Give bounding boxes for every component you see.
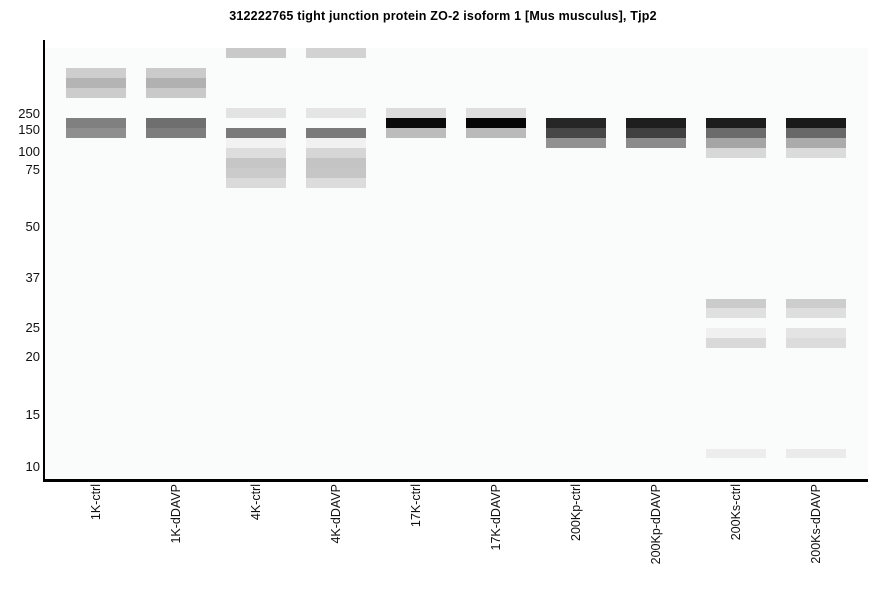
blot-band — [66, 88, 126, 98]
blot-band — [146, 78, 206, 88]
blot-band — [306, 168, 366, 178]
blot-band — [226, 108, 286, 118]
y-tick-label-75: 75 — [25, 162, 40, 177]
blot-band — [386, 118, 446, 128]
y-axis-spine — [43, 40, 45, 482]
chart-title: 312222765 tight junction protein ZO-2 is… — [229, 9, 657, 23]
blot-band — [146, 128, 206, 138]
blot-band — [226, 48, 286, 58]
blot-band — [306, 178, 366, 188]
blot-band — [306, 48, 366, 58]
blot-band — [786, 338, 846, 348]
blot-band — [786, 138, 846, 148]
lane-label-17K-ctrl: 17K-ctrl — [409, 484, 423, 528]
blot-band — [66, 118, 126, 128]
blot-band — [306, 138, 366, 148]
blot-band — [226, 138, 286, 148]
blot-band — [786, 308, 846, 318]
lane-label-4K-dDAVP: 4K-dDAVP — [329, 484, 343, 544]
y-tick-label-250: 250 — [18, 106, 40, 121]
blot-band — [306, 128, 366, 138]
blot-band — [66, 68, 126, 78]
x-axis-spine — [43, 479, 868, 482]
blot-band — [306, 148, 366, 158]
blot-band — [706, 328, 766, 338]
blot-band — [706, 148, 766, 158]
blot-band — [146, 88, 206, 98]
blot-band — [786, 148, 846, 158]
blot-band — [706, 118, 766, 128]
lane-label-17K-dDAVP: 17K-dDAVP — [489, 484, 503, 551]
blot-band — [706, 299, 766, 308]
y-tick-label-15: 15 — [25, 407, 40, 422]
blot-band — [786, 328, 846, 338]
blot-band — [546, 138, 606, 148]
blot-band — [706, 138, 766, 148]
y-tick-label-50: 50 — [25, 219, 40, 234]
blot-band — [306, 108, 366, 118]
blot-band — [786, 118, 846, 128]
blot-band — [466, 118, 526, 128]
blot-band — [226, 168, 286, 178]
blot-band — [626, 128, 686, 138]
y-tick-label-37: 37 — [25, 270, 40, 285]
y-tick-label-10: 10 — [25, 459, 40, 474]
blot-plot-background — [45, 48, 868, 479]
lane-label-200Ks-dDAVP: 200Ks-dDAVP — [809, 484, 823, 564]
y-tick-label-20: 20 — [25, 349, 40, 364]
y-tick-label-25: 25 — [25, 320, 40, 335]
blot-band — [66, 128, 126, 138]
blot-band — [706, 338, 766, 348]
lane-label-200Ks-ctrl: 200Ks-ctrl — [729, 484, 743, 541]
lane-label-1K-dDAVP: 1K-dDAVP — [169, 484, 183, 544]
blot-band — [786, 449, 846, 458]
blot-band — [546, 128, 606, 138]
blot-band — [386, 108, 446, 118]
lane-label-4K-ctrl: 4K-ctrl — [249, 484, 263, 521]
blot-band — [706, 308, 766, 318]
y-tick-label-100: 100 — [18, 144, 40, 159]
blot-band — [226, 158, 286, 168]
blot-band — [626, 138, 686, 148]
blot-band — [706, 128, 766, 138]
blot-band — [786, 299, 846, 308]
blot-band — [386, 128, 446, 138]
blot-band — [466, 108, 526, 118]
blot-band — [146, 118, 206, 128]
y-tick-label-150: 150 — [18, 122, 40, 137]
blot-band — [146, 68, 206, 78]
blot-band — [706, 449, 766, 458]
lane-label-200Kp-dDAVP: 200Kp-dDAVP — [649, 484, 663, 565]
blot-band — [786, 128, 846, 138]
blot-band — [226, 178, 286, 188]
blot-band — [626, 118, 686, 128]
blot-band — [466, 128, 526, 138]
lane-label-200Kp-ctrl: 200Kp-ctrl — [569, 484, 583, 541]
lane-label-1K-ctrl: 1K-ctrl — [89, 484, 103, 521]
blot-band — [66, 78, 126, 88]
blot-band — [546, 118, 606, 128]
blot-band — [226, 128, 286, 138]
blot-band — [226, 148, 286, 158]
blot-band — [306, 158, 366, 168]
